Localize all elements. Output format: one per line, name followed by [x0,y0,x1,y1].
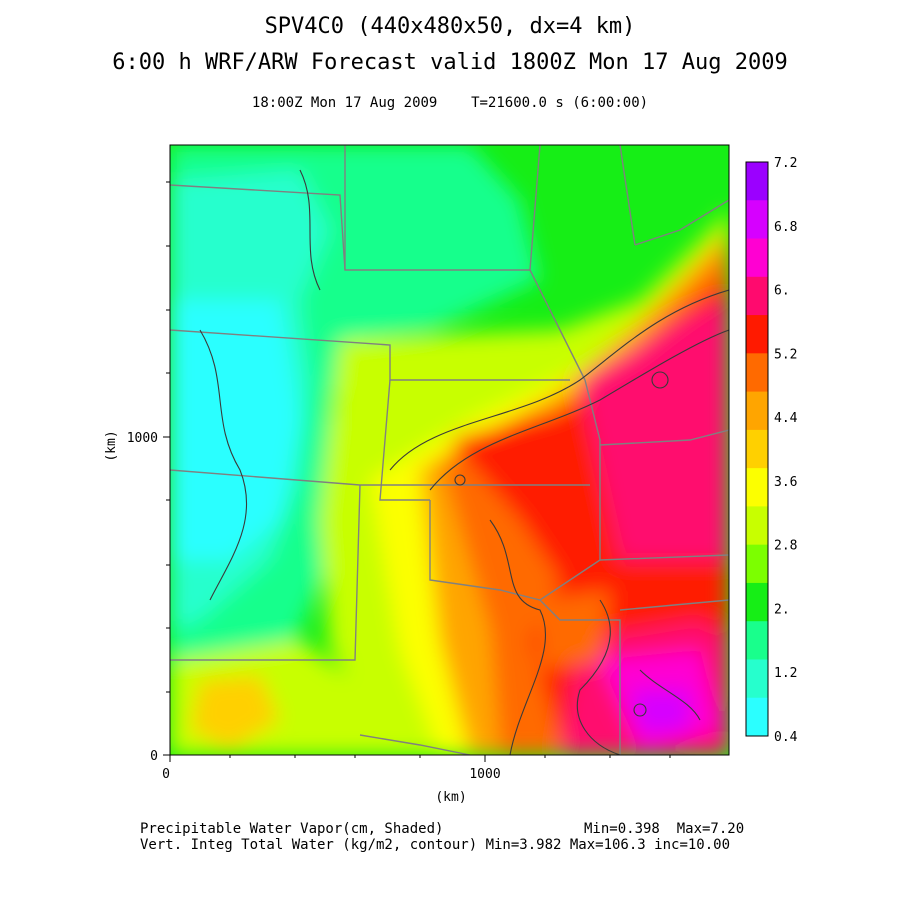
colorbar-swatch [746,506,768,546]
colorbar-label: 6. [774,284,790,299]
colorbar-label: 5.2 [774,347,797,362]
figure-title: SPV4C0 (440x480x50, dx=4 km) [264,14,636,39]
y-axis-label: (km) [104,430,119,461]
footer-shading-range: Min=0.398 Max=7.20 [584,821,745,837]
colorbar-label: 6.8 [774,220,797,235]
x-axis-label: (km) [435,790,466,805]
axis-ticks [163,181,671,762]
colorbar-swatch [746,276,768,316]
moisture-field [170,145,729,755]
colorbar-label: 7.2 [774,156,797,171]
colorbar-swatch [746,200,768,240]
colorbar-label: 4.4 [774,411,798,426]
colorbar-swatch [746,659,768,699]
colorbar-swatch [746,315,768,354]
y-tick-label: 1000 [127,431,158,446]
footer-shading-label: Precipitable Water Vapor(cm, Shaded) [140,821,444,837]
colorbar-label: 1.2 [774,666,797,681]
figure-forecast-title: 6:00 h WRF/ARW Forecast valid 1800Z Mon … [112,50,788,75]
colorbar-swatch [746,621,768,660]
colorbar-label: 2. [774,602,790,617]
colorbar-swatch [746,582,768,622]
valid-time-subtitle: 18:00Z Mon 17 Aug 2009 T=21600.0 s (6:00… [251,95,649,111]
colorbar-swatch [746,238,768,278]
colorbar-swatch [746,353,768,393]
x-tick-label: 0 [162,767,170,782]
plot-frame [169,144,730,756]
colorbar-swatch [746,468,768,507]
boundary-lines [170,145,729,755]
colorbar-swatch [746,697,768,737]
colorbar [746,162,768,737]
contour-lines [199,169,729,755]
colorbar-frame [745,161,769,737]
colorbar-swatch [746,162,768,201]
x-tick-label: 1000 [469,767,500,782]
colorbar-swatch [746,391,768,431]
colorbar-label: 2.8 [774,539,797,554]
colorbar-label: 3.6 [774,475,797,490]
colorbar-labels: 7.2 6.8 6. 5.2 4.4 3.6 2.8 2. 1.2 0.4 [774,156,798,745]
colorbar-swatch [746,429,768,469]
colorbar-swatch [746,544,768,584]
footer-contour-info: Vert. Integ Total Water (kg/m2, contour)… [140,837,731,853]
y-tick-label: 0 [150,749,158,764]
colorbar-label: 0.4 [774,730,798,745]
